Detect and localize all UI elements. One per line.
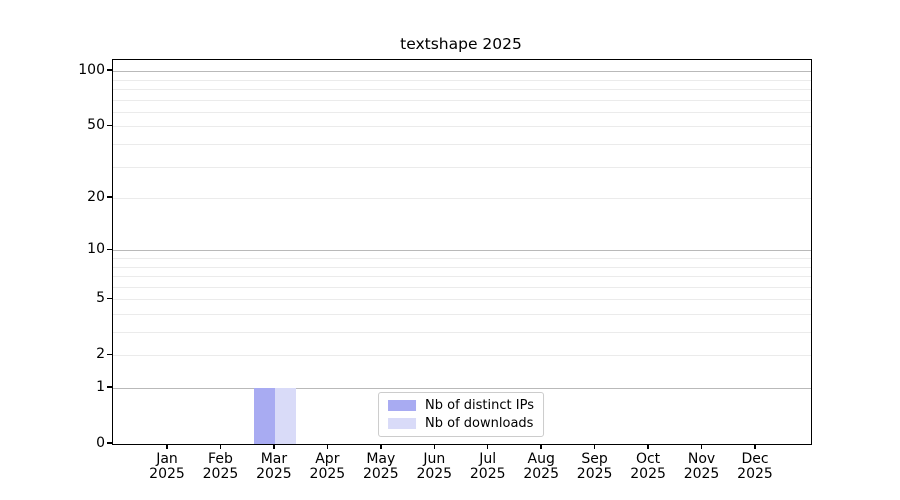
y-gridline-minor bbox=[113, 266, 811, 268]
y-tick-mark bbox=[107, 353, 112, 355]
x-tick-mark bbox=[754, 444, 756, 449]
y-tick-mark bbox=[107, 248, 112, 250]
legend-item: Nb of downloads bbox=[388, 416, 534, 431]
x-tick-mark bbox=[647, 444, 649, 449]
x-tick-label: May 2025 bbox=[362, 451, 399, 482]
legend-label: Nb of downloads bbox=[425, 416, 534, 431]
x-tick-label: Jun 2025 bbox=[416, 451, 453, 482]
x-tick-label: Sep 2025 bbox=[576, 451, 613, 482]
x-tick-mark bbox=[487, 444, 489, 449]
x-tick-mark bbox=[166, 444, 168, 449]
y-tick-label: 50 bbox=[87, 117, 105, 134]
x-tick-mark bbox=[380, 444, 382, 449]
y-gridline-minor bbox=[113, 198, 811, 200]
x-tick-label: Nov 2025 bbox=[683, 451, 720, 482]
y-gridline-minor bbox=[113, 79, 811, 81]
y-gridline-minor bbox=[113, 313, 811, 315]
y-gridline-minor bbox=[113, 166, 811, 168]
plot-area bbox=[112, 59, 812, 445]
y-gridline-minor bbox=[113, 276, 811, 278]
y-tick-mark bbox=[107, 124, 112, 127]
x-tick-mark bbox=[326, 444, 329, 449]
y-tick-label: 2 bbox=[96, 346, 105, 363]
y-gridline-minor bbox=[113, 355, 811, 357]
y-tick-mark bbox=[107, 386, 112, 388]
x-tick-mark bbox=[273, 444, 275, 449]
y-gridline-minor bbox=[113, 111, 811, 113]
y-gridline-major bbox=[113, 250, 811, 252]
y-gridline-minor bbox=[113, 257, 811, 259]
y-gridline-major bbox=[113, 388, 811, 389]
legend: Nb of distinct IPs Nb of downloads bbox=[378, 392, 544, 437]
y-gridline-minor bbox=[113, 126, 811, 128]
x-tick-mark bbox=[219, 444, 222, 449]
legend-item: Nb of distinct IPs bbox=[388, 398, 534, 413]
y-tick-mark bbox=[107, 196, 112, 198]
x-tick-label: Dec 2025 bbox=[737, 451, 773, 482]
y-gridline-minor bbox=[113, 286, 811, 288]
legend-swatch-downloads bbox=[388, 418, 417, 429]
y-gridline-minor bbox=[113, 299, 811, 301]
x-tick-label: Apr 2025 bbox=[309, 451, 346, 482]
y-tick-label: 100 bbox=[78, 62, 105, 79]
bar bbox=[274, 388, 296, 444]
y-tick-label: 10 bbox=[87, 241, 105, 258]
y-tick-label: 5 bbox=[96, 290, 105, 307]
chart-title: textshape 2025 bbox=[400, 35, 522, 53]
y-tick-mark bbox=[107, 69, 112, 71]
y-gridline-major bbox=[113, 71, 811, 73]
y-tick-mark bbox=[107, 297, 112, 299]
y-tick-mark bbox=[107, 442, 112, 444]
x-tick-mark bbox=[540, 444, 542, 449]
y-tick-label: 1 bbox=[96, 379, 105, 395]
y-gridline-minor bbox=[113, 99, 811, 101]
y-gridline-minor bbox=[113, 144, 811, 145]
x-tick-label: Oct 2025 bbox=[630, 451, 666, 482]
x-tick-label: Jan 2025 bbox=[149, 451, 185, 482]
legend-swatch-distinct-ips bbox=[388, 400, 417, 411]
y-tick-label: 0 bbox=[96, 435, 105, 451]
x-tick-mark bbox=[593, 444, 596, 449]
x-tick-mark bbox=[433, 444, 435, 449]
y-gridline-minor bbox=[113, 89, 811, 90]
x-tick-label: Jul 2025 bbox=[469, 451, 506, 482]
x-tick-mark bbox=[700, 444, 703, 449]
bar bbox=[253, 388, 275, 444]
x-tick-label: Feb 2025 bbox=[202, 451, 239, 482]
legend-label: Nb of distinct IPs bbox=[425, 398, 534, 413]
y-gridline-minor bbox=[113, 332, 811, 333]
y-tick-label: 20 bbox=[87, 189, 105, 206]
x-tick-label: Aug 2025 bbox=[523, 451, 559, 482]
x-tick-label: Mar 2025 bbox=[256, 451, 292, 482]
